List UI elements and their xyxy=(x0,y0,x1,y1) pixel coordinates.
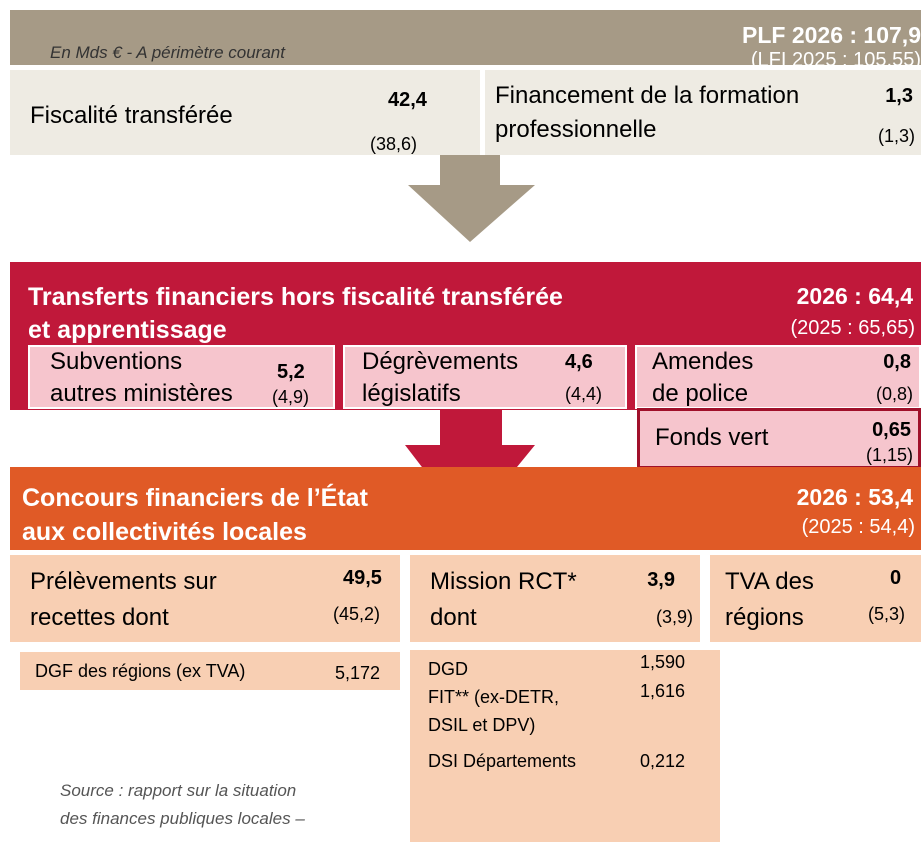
previous: (45,2) xyxy=(333,604,381,624)
previous: (38,6) xyxy=(370,134,418,154)
title: et apprentissage xyxy=(28,316,227,344)
value: 4,6 xyxy=(565,351,593,373)
source: des finances publiques locales – xyxy=(60,809,305,828)
value: 0 xyxy=(890,567,902,589)
value: 0,8 xyxy=(883,351,911,373)
previous: (0,8) xyxy=(875,384,913,404)
dgf-box xyxy=(20,652,400,690)
arrow xyxy=(408,155,535,242)
item-box xyxy=(410,555,700,642)
label: de police xyxy=(652,380,749,407)
value: 5,172 xyxy=(335,663,381,683)
title: Transferts financiers hors fiscalité tra… xyxy=(28,283,563,311)
label: dont xyxy=(430,604,477,631)
item-box xyxy=(343,345,627,409)
label: régions xyxy=(725,604,804,631)
concours-band xyxy=(10,467,921,550)
label: FIT** (ex-DETR, xyxy=(428,687,560,707)
label: DSIL et DPV) xyxy=(428,715,536,735)
value: 1,590 xyxy=(640,652,686,672)
previous: (1,3) xyxy=(877,126,915,146)
value: 49,5 xyxy=(343,567,382,589)
label: Subventions xyxy=(50,348,183,375)
label: Amendes xyxy=(652,348,754,375)
previous: (4,9) xyxy=(272,387,310,407)
title: Concours financiers de l’État xyxy=(22,484,368,512)
label: Mission RCT* xyxy=(430,568,577,595)
value: 0,65 xyxy=(872,419,911,441)
label: professionnelle xyxy=(495,116,657,143)
header-band xyxy=(10,10,921,65)
total: 2026 : 53,4 xyxy=(796,484,913,510)
total: 2026 : 64,4 xyxy=(796,283,913,309)
previous: (1,15) xyxy=(865,445,913,465)
label: législatifs xyxy=(362,380,461,407)
previous: (3,9) xyxy=(655,607,693,627)
label: DGF des régions (ex TVA) xyxy=(35,661,246,681)
total: PLF 2026 : 107,9 xyxy=(742,22,921,48)
label: Financement de la formation xyxy=(495,82,800,109)
previous: (4,4) xyxy=(565,384,603,404)
label: Prélèvements sur xyxy=(30,568,217,595)
label: recettes dont xyxy=(30,604,169,631)
value: 0,212 xyxy=(640,751,686,771)
label: DSI Départements xyxy=(428,751,577,771)
item-box xyxy=(28,345,335,409)
previous: (2025 : 65,65) xyxy=(790,317,915,339)
title: aux collectivités locales xyxy=(22,518,307,546)
label: autres ministères xyxy=(50,380,233,407)
previous: (2025 : 54,4) xyxy=(801,516,915,538)
item-box xyxy=(710,555,921,642)
fonds-vert-box xyxy=(637,408,921,469)
details-box xyxy=(410,650,720,842)
previous: (LFI 2025 : 105,55) xyxy=(750,49,921,71)
value: 3,9 xyxy=(647,569,675,591)
value: 1,3 xyxy=(885,85,913,107)
label: Fonds vert xyxy=(655,424,769,451)
value: 42,4 xyxy=(388,89,427,111)
source-box xyxy=(485,70,921,155)
source: Source : rapport sur la situation xyxy=(60,781,297,800)
item-box xyxy=(10,555,400,642)
value: 1,616 xyxy=(640,681,686,701)
source-box xyxy=(10,70,480,155)
label: Fiscalité transférée xyxy=(30,102,233,129)
previous: (5,3) xyxy=(868,604,906,624)
label: DGD xyxy=(428,659,468,679)
note: En Mds € - A périmètre courant xyxy=(50,43,285,62)
label: Dégrèvements xyxy=(362,348,519,375)
label: TVA des xyxy=(725,568,814,595)
value: 5,2 xyxy=(277,361,305,383)
